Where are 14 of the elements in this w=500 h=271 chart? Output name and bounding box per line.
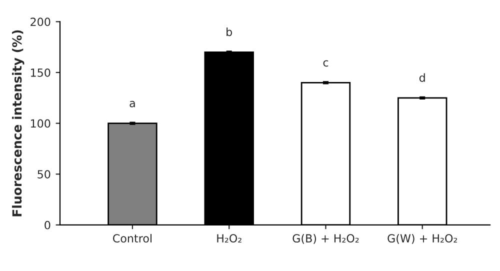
x-tick-label: G(W) + H₂O₂ xyxy=(388,234,457,244)
annotation: b xyxy=(226,28,232,36)
y-axis-title: Fluorescence intensity (%) xyxy=(12,30,24,216)
y-tick-label: 0 xyxy=(44,220,50,230)
x-tick-label: H₂O₂ xyxy=(217,234,242,243)
annotation: c xyxy=(323,60,328,67)
annotation: d xyxy=(419,73,425,82)
x-tick-label: Control xyxy=(113,234,152,243)
annotation: a xyxy=(130,100,135,108)
y-tick-label: 50 xyxy=(38,170,50,178)
y-tick-label: 150 xyxy=(30,68,50,77)
x-tick-label: G(B) + H₂O₂ xyxy=(292,234,359,244)
y-tick-label: 100 xyxy=(30,119,50,128)
y-tick-label: 200 xyxy=(30,18,50,26)
